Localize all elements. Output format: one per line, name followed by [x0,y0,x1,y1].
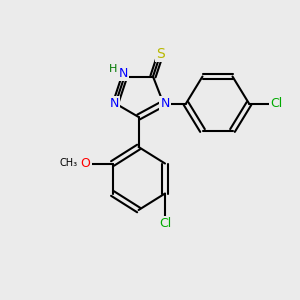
Text: H: H [109,64,117,74]
Text: N: N [118,67,128,80]
Text: S: S [156,47,165,61]
Text: N: N [160,97,170,110]
Text: Cl: Cl [270,97,282,110]
Text: N: N [109,97,119,110]
Text: Cl: Cl [159,217,171,230]
Text: O: O [81,157,90,170]
Text: CH₃: CH₃ [60,158,78,169]
